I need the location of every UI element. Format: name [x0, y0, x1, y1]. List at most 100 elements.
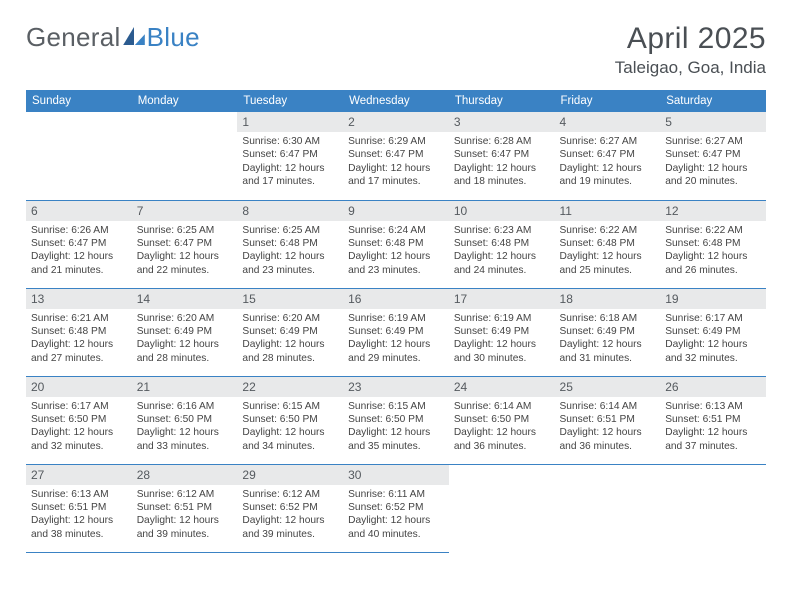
daylight-line: Daylight: 12 hours and 26 minutes. [665, 250, 761, 277]
calendar-cell: 8Sunrise: 6:25 AMSunset: 6:48 PMDaylight… [237, 200, 343, 288]
day-number: 3 [449, 112, 555, 132]
sunrise-line: Sunrise: 6:27 AM [665, 135, 761, 148]
day-number: 14 [132, 289, 238, 309]
day-details: Sunrise: 6:23 AMSunset: 6:48 PMDaylight:… [449, 221, 555, 282]
calendar-cell: 16Sunrise: 6:19 AMSunset: 6:49 PMDayligh… [343, 288, 449, 376]
calendar-cell: 10Sunrise: 6:23 AMSunset: 6:48 PMDayligh… [449, 200, 555, 288]
daylight-line: Daylight: 12 hours and 22 minutes. [137, 250, 233, 277]
daylight-line: Daylight: 12 hours and 24 minutes. [454, 250, 550, 277]
day-header: Tuesday [237, 90, 343, 112]
sunrise-line: Sunrise: 6:15 AM [242, 400, 338, 413]
day-details: Sunrise: 6:18 AMSunset: 6:49 PMDaylight:… [555, 309, 661, 370]
daylight-line: Daylight: 12 hours and 38 minutes. [31, 514, 127, 541]
day-number: 28 [132, 465, 238, 485]
day-number: 22 [237, 377, 343, 397]
day-number: 15 [237, 289, 343, 309]
daylight-line: Daylight: 12 hours and 40 minutes. [348, 514, 444, 541]
calendar-body: 1Sunrise: 6:30 AMSunset: 6:47 PMDaylight… [26, 112, 766, 552]
logo: General Blue [26, 22, 200, 53]
calendar-cell: 27Sunrise: 6:13 AMSunset: 6:51 PMDayligh… [26, 464, 132, 552]
calendar-cell [660, 464, 766, 552]
sunrise-line: Sunrise: 6:20 AM [137, 312, 233, 325]
daylight-line: Daylight: 12 hours and 39 minutes. [242, 514, 338, 541]
sunrise-line: Sunrise: 6:27 AM [560, 135, 656, 148]
day-details: Sunrise: 6:17 AMSunset: 6:50 PMDaylight:… [26, 397, 132, 458]
daylight-line: Daylight: 12 hours and 21 minutes. [31, 250, 127, 277]
sunrise-line: Sunrise: 6:15 AM [348, 400, 444, 413]
calendar-cell: 2Sunrise: 6:29 AMSunset: 6:47 PMDaylight… [343, 112, 449, 200]
daylight-line: Daylight: 12 hours and 19 minutes. [560, 162, 656, 189]
day-number: 23 [343, 377, 449, 397]
daylight-line: Daylight: 12 hours and 23 minutes. [348, 250, 444, 277]
day-details: Sunrise: 6:19 AMSunset: 6:49 PMDaylight:… [343, 309, 449, 370]
sunset-line: Sunset: 6:47 PM [137, 237, 233, 250]
day-details: Sunrise: 6:30 AMSunset: 6:47 PMDaylight:… [237, 132, 343, 193]
day-number: 1 [237, 112, 343, 132]
sunrise-line: Sunrise: 6:11 AM [348, 488, 444, 501]
calendar-cell: 20Sunrise: 6:17 AMSunset: 6:50 PMDayligh… [26, 376, 132, 464]
calendar-cell: 1Sunrise: 6:30 AMSunset: 6:47 PMDaylight… [237, 112, 343, 200]
day-header: Wednesday [343, 90, 449, 112]
calendar-cell: 19Sunrise: 6:17 AMSunset: 6:49 PMDayligh… [660, 288, 766, 376]
day-details: Sunrise: 6:12 AMSunset: 6:52 PMDaylight:… [237, 485, 343, 546]
daylight-line: Daylight: 12 hours and 30 minutes. [454, 338, 550, 365]
day-number: 30 [343, 465, 449, 485]
day-details: Sunrise: 6:25 AMSunset: 6:48 PMDaylight:… [237, 221, 343, 282]
sunrise-line: Sunrise: 6:18 AM [560, 312, 656, 325]
daylight-line: Daylight: 12 hours and 27 minutes. [31, 338, 127, 365]
calendar-cell: 29Sunrise: 6:12 AMSunset: 6:52 PMDayligh… [237, 464, 343, 552]
day-details: Sunrise: 6:27 AMSunset: 6:47 PMDaylight:… [660, 132, 766, 193]
sunset-line: Sunset: 6:51 PM [137, 501, 233, 514]
daylight-line: Daylight: 12 hours and 20 minutes. [665, 162, 761, 189]
sunset-line: Sunset: 6:52 PM [242, 501, 338, 514]
sunrise-line: Sunrise: 6:17 AM [31, 400, 127, 413]
daylight-line: Daylight: 12 hours and 17 minutes. [242, 162, 338, 189]
day-number: 5 [660, 112, 766, 132]
sunrise-line: Sunrise: 6:13 AM [665, 400, 761, 413]
day-number: 8 [237, 201, 343, 221]
sunset-line: Sunset: 6:49 PM [454, 325, 550, 338]
daylight-line: Daylight: 12 hours and 28 minutes. [242, 338, 338, 365]
calendar-cell: 17Sunrise: 6:19 AMSunset: 6:49 PMDayligh… [449, 288, 555, 376]
day-number: 18 [555, 289, 661, 309]
calendar-cell: 21Sunrise: 6:16 AMSunset: 6:50 PMDayligh… [132, 376, 238, 464]
calendar-page: General Blue April 2025 Taleigao, Goa, I… [0, 0, 792, 553]
day-number: 20 [26, 377, 132, 397]
daylight-line: Daylight: 12 hours and 39 minutes. [137, 514, 233, 541]
calendar-row: 1Sunrise: 6:30 AMSunset: 6:47 PMDaylight… [26, 112, 766, 200]
calendar-cell: 13Sunrise: 6:21 AMSunset: 6:48 PMDayligh… [26, 288, 132, 376]
sunrise-line: Sunrise: 6:12 AM [242, 488, 338, 501]
calendar-cell: 22Sunrise: 6:15 AMSunset: 6:50 PMDayligh… [237, 376, 343, 464]
title-block: April 2025 Taleigao, Goa, India [615, 22, 766, 78]
sunset-line: Sunset: 6:47 PM [348, 148, 444, 161]
day-details: Sunrise: 6:22 AMSunset: 6:48 PMDaylight:… [660, 221, 766, 282]
sunrise-line: Sunrise: 6:22 AM [560, 224, 656, 237]
sunrise-line: Sunrise: 6:22 AM [665, 224, 761, 237]
sunset-line: Sunset: 6:48 PM [348, 237, 444, 250]
calendar-cell: 6Sunrise: 6:26 AMSunset: 6:47 PMDaylight… [26, 200, 132, 288]
sunset-line: Sunset: 6:47 PM [665, 148, 761, 161]
daylight-line: Daylight: 12 hours and 17 minutes. [348, 162, 444, 189]
day-details: Sunrise: 6:25 AMSunset: 6:47 PMDaylight:… [132, 221, 238, 282]
day-number: 21 [132, 377, 238, 397]
sunset-line: Sunset: 6:48 PM [31, 325, 127, 338]
day-details: Sunrise: 6:20 AMSunset: 6:49 PMDaylight:… [132, 309, 238, 370]
sunrise-line: Sunrise: 6:24 AM [348, 224, 444, 237]
sunset-line: Sunset: 6:49 PM [242, 325, 338, 338]
calendar-row: 13Sunrise: 6:21 AMSunset: 6:48 PMDayligh… [26, 288, 766, 376]
sunset-line: Sunset: 6:49 PM [560, 325, 656, 338]
day-number: 12 [660, 201, 766, 221]
daylight-line: Daylight: 12 hours and 31 minutes. [560, 338, 656, 365]
day-number: 29 [237, 465, 343, 485]
sunset-line: Sunset: 6:52 PM [348, 501, 444, 514]
daylight-line: Daylight: 12 hours and 33 minutes. [137, 426, 233, 453]
day-details: Sunrise: 6:16 AMSunset: 6:50 PMDaylight:… [132, 397, 238, 458]
sunset-line: Sunset: 6:48 PM [242, 237, 338, 250]
day-number: 25 [555, 377, 661, 397]
sunrise-line: Sunrise: 6:29 AM [348, 135, 444, 148]
calendar-cell [555, 464, 661, 552]
daylight-line: Daylight: 12 hours and 36 minutes. [560, 426, 656, 453]
sunset-line: Sunset: 6:50 PM [454, 413, 550, 426]
daylight-line: Daylight: 12 hours and 29 minutes. [348, 338, 444, 365]
day-details: Sunrise: 6:14 AMSunset: 6:50 PMDaylight:… [449, 397, 555, 458]
